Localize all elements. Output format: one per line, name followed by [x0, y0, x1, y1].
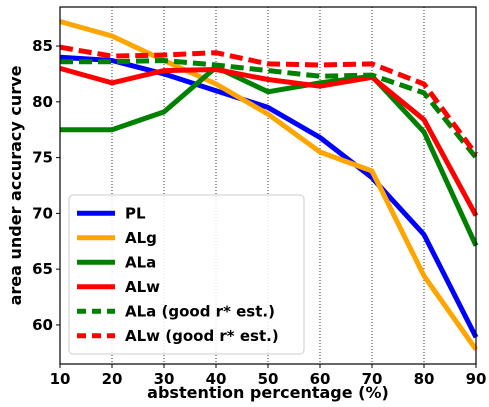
legend-label: ALw	[125, 278, 160, 296]
series-line	[60, 58, 478, 160]
y-tick-label: 85	[32, 37, 53, 55]
series-lines	[59, 19, 479, 351]
x-axis-label: abstention percentage (%)	[147, 383, 389, 402]
series-line	[60, 64, 479, 247]
y-tick-label: 65	[32, 260, 53, 278]
x-tick-label: 20	[102, 370, 123, 388]
y-axis-label: area under accuracy curve	[6, 65, 25, 305]
legend-label: ALa	[125, 253, 156, 271]
series-line	[59, 44, 479, 156]
y-tick-label: 75	[32, 149, 53, 167]
x-tick-label: 60	[310, 370, 331, 388]
x-tick-label: 50	[258, 370, 279, 388]
x-tick-label: 30	[154, 370, 175, 388]
legend-label: ALg	[125, 229, 157, 247]
x-tick-label: 70	[362, 370, 383, 388]
legend-label: ALa (good r* est.)	[125, 302, 275, 320]
y-tick-label: 80	[32, 93, 53, 111]
y-tick-label: 60	[32, 316, 53, 334]
legend-box	[68, 194, 305, 355]
axis-ticks: 10 20 30 40 50 60 70 80 90 60 65 70 75 80 85	[32, 37, 486, 388]
x-tick-label: 80	[414, 370, 435, 388]
y-tick-label: 70	[32, 204, 53, 222]
x-tick-label: 40	[206, 370, 227, 388]
legend-label: PL	[125, 204, 146, 222]
series-line	[59, 65, 479, 217]
legend: PL ALg ALa ALw ALa (good r* est.) ALw (good r…	[68, 194, 305, 355]
legend-label: ALw (good r* est.)	[125, 327, 279, 345]
x-tick-label: 90	[466, 370, 487, 388]
x-tick-label: 10	[50, 370, 71, 388]
series-line	[59, 19, 479, 351]
series-line	[59, 54, 479, 339]
